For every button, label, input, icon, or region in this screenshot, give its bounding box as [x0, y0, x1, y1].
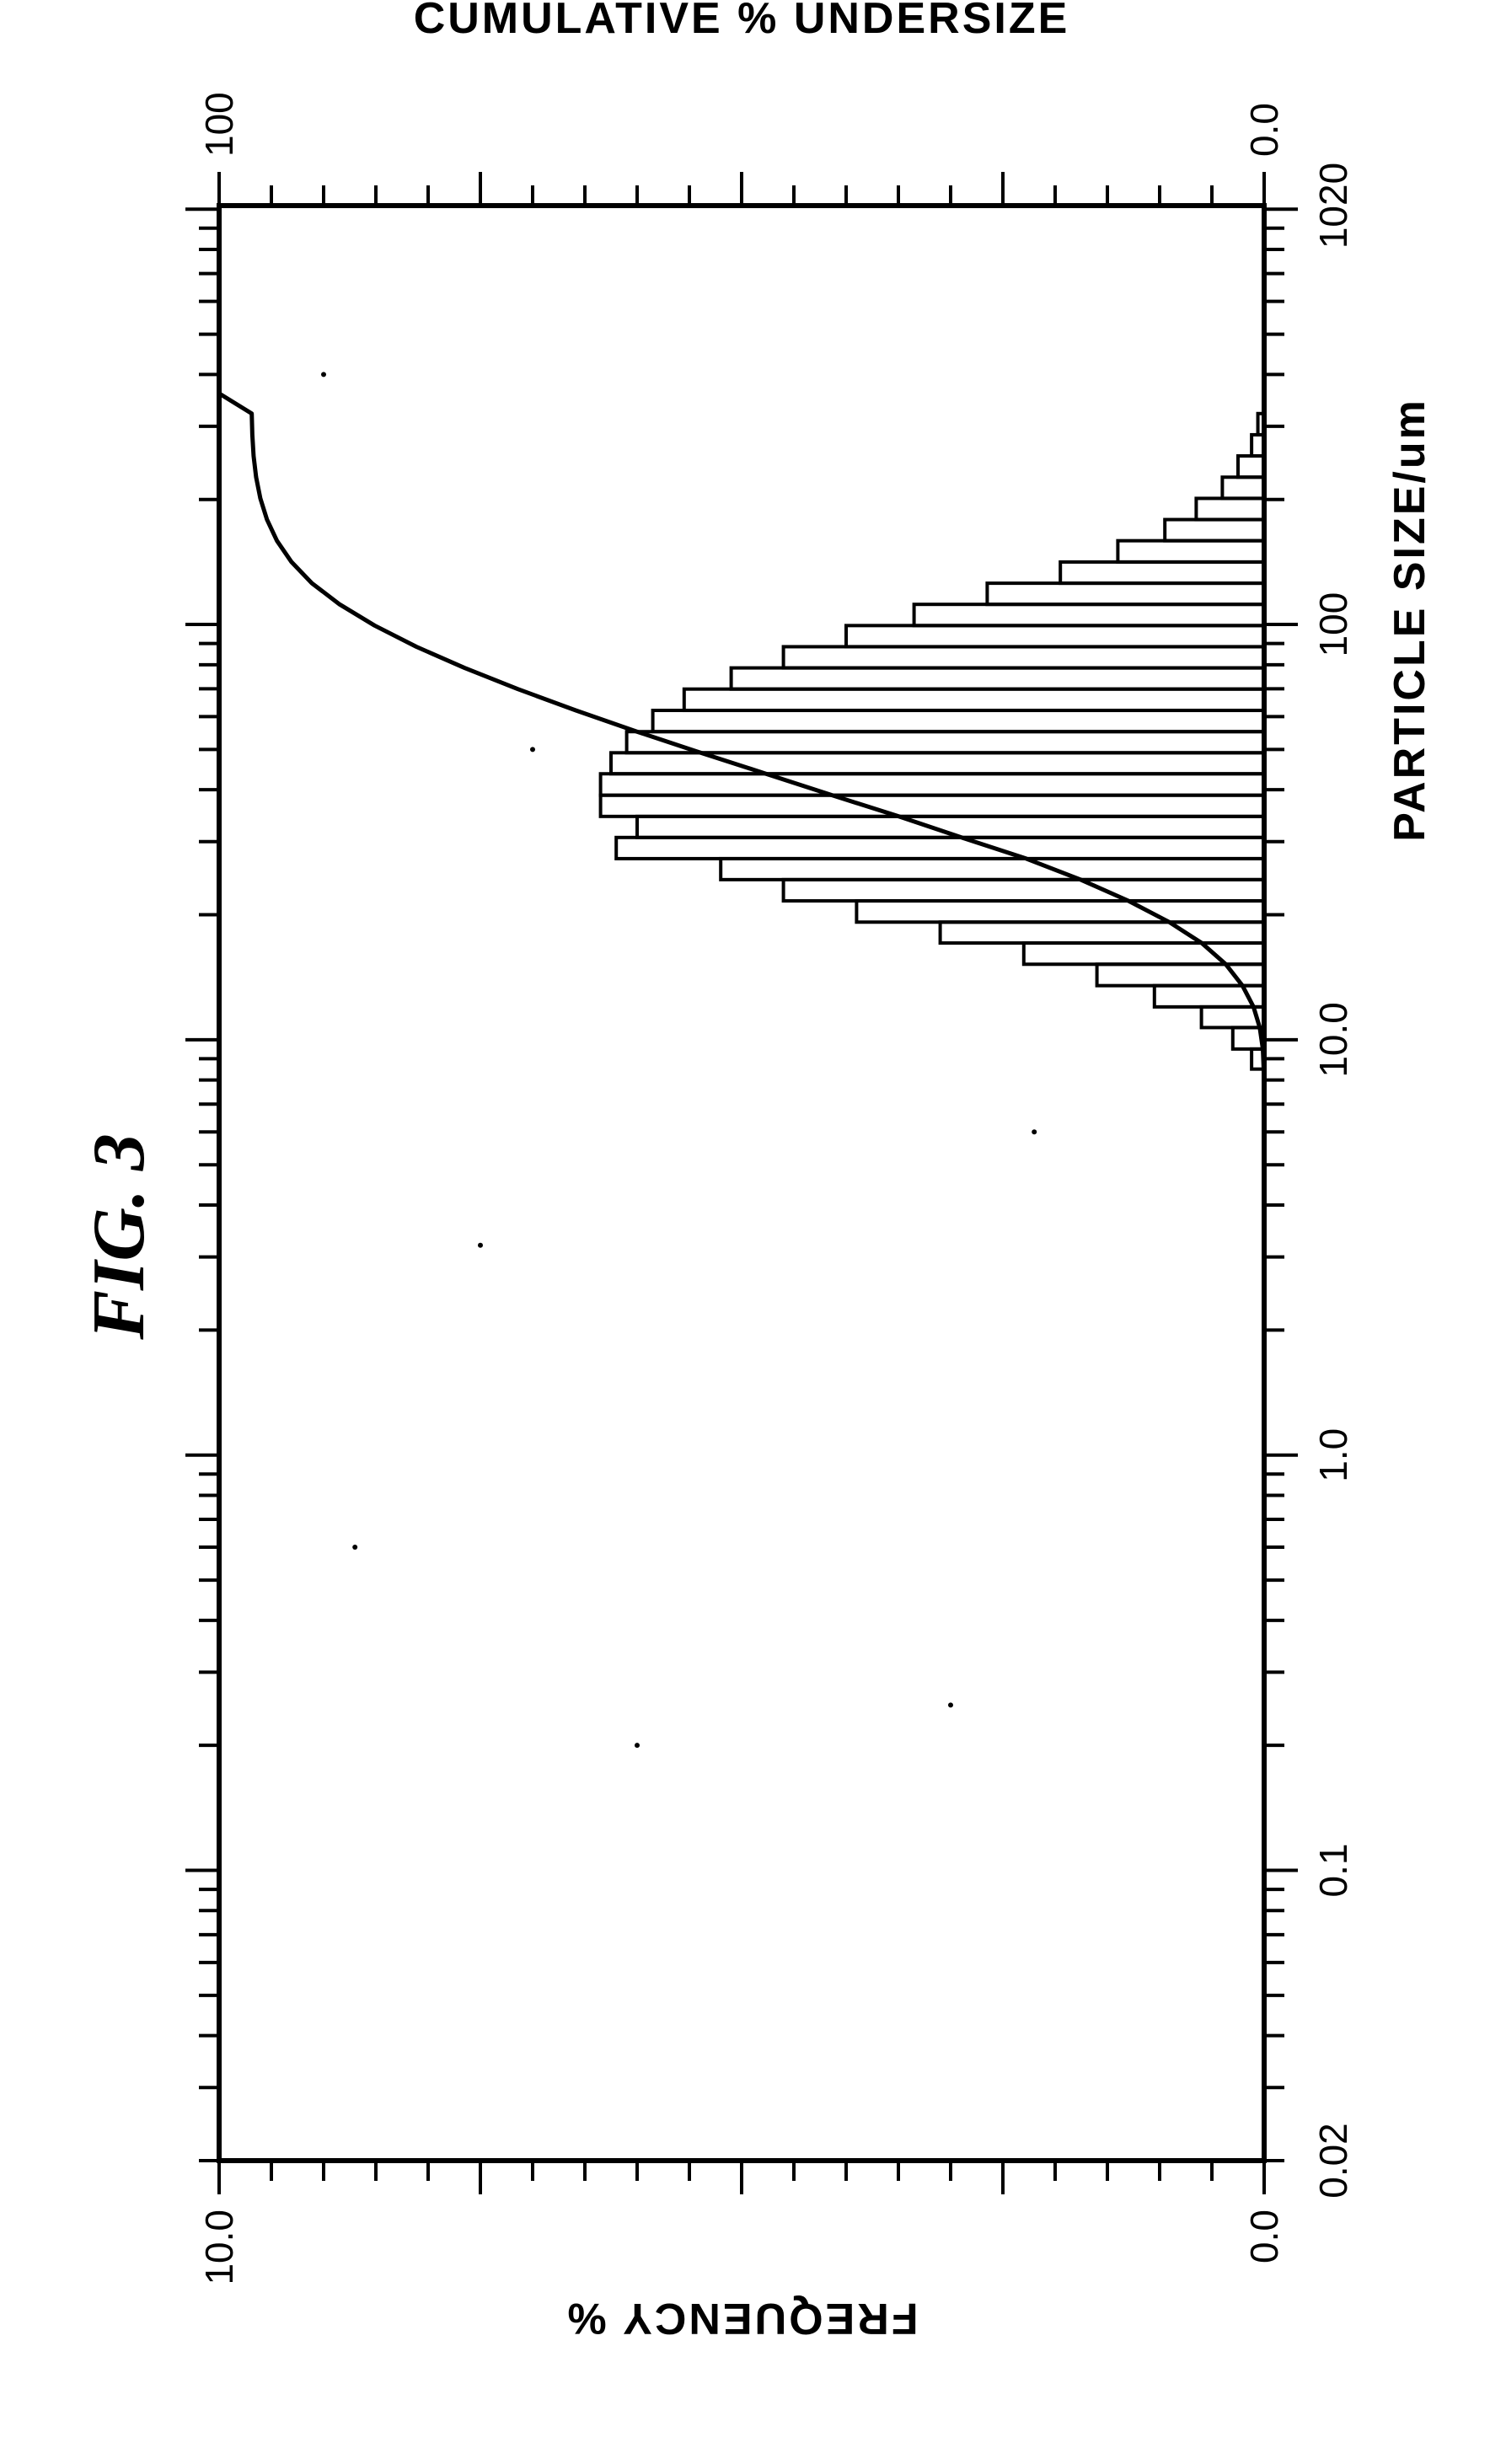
x-tick-label: 0.02: [1311, 2123, 1355, 2199]
y-right-tick-label: 0.0: [1242, 103, 1286, 157]
chart-rotated-stage: FIG. 3 0.02 0.1 1.0 10.0 100 1020 PARTICLE SIZE…: [0, 0, 1490, 2464]
artefact-dot: [478, 1243, 483, 1248]
x-tick-label: 100: [1311, 592, 1355, 657]
x-tick-label: 1020: [1311, 163, 1355, 249]
figure-label: FIG. 3: [78, 1133, 160, 1341]
chart-svg: FIG. 3 0.02 0.1 1.0 10.0 100 1020 PARTICLE SIZE…: [0, 0, 1490, 2464]
artefact-dot: [530, 747, 535, 752]
y-left-tick-label: 0.0: [1242, 2210, 1286, 2263]
page: FIG. 3 0.02 0.1 1.0 10.0 100 1020 PARTICLE SIZE…: [0, 0, 1490, 2464]
artefact-dot: [635, 1743, 640, 1748]
x-tick-label: 10.0: [1311, 1002, 1355, 1078]
y-left-axis-label: FREQUENCY %: [565, 2294, 918, 2343]
artefact-dot: [948, 1702, 953, 1707]
y-left-tick-label: 10.0: [197, 2210, 241, 2285]
x-tick-label: 1.0: [1311, 1428, 1355, 1482]
artefact-dot: [1032, 1129, 1037, 1134]
x-tick-label: 0.1: [1311, 1844, 1355, 1898]
y-right-tick-label: 100: [197, 92, 241, 157]
artefact-dot: [321, 372, 326, 377]
x-axis-label: PARTICLE SIZE/um: [1385, 398, 1434, 842]
y-right-axis-label: CUMULATIVE % UNDERSIZE: [414, 0, 1070, 43]
artefact-dot: [352, 1545, 357, 1550]
